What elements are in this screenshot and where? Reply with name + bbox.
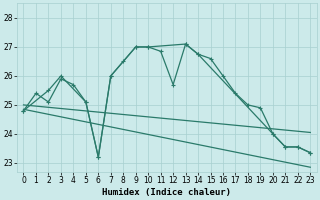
X-axis label: Humidex (Indice chaleur): Humidex (Indice chaleur) <box>102 188 231 197</box>
